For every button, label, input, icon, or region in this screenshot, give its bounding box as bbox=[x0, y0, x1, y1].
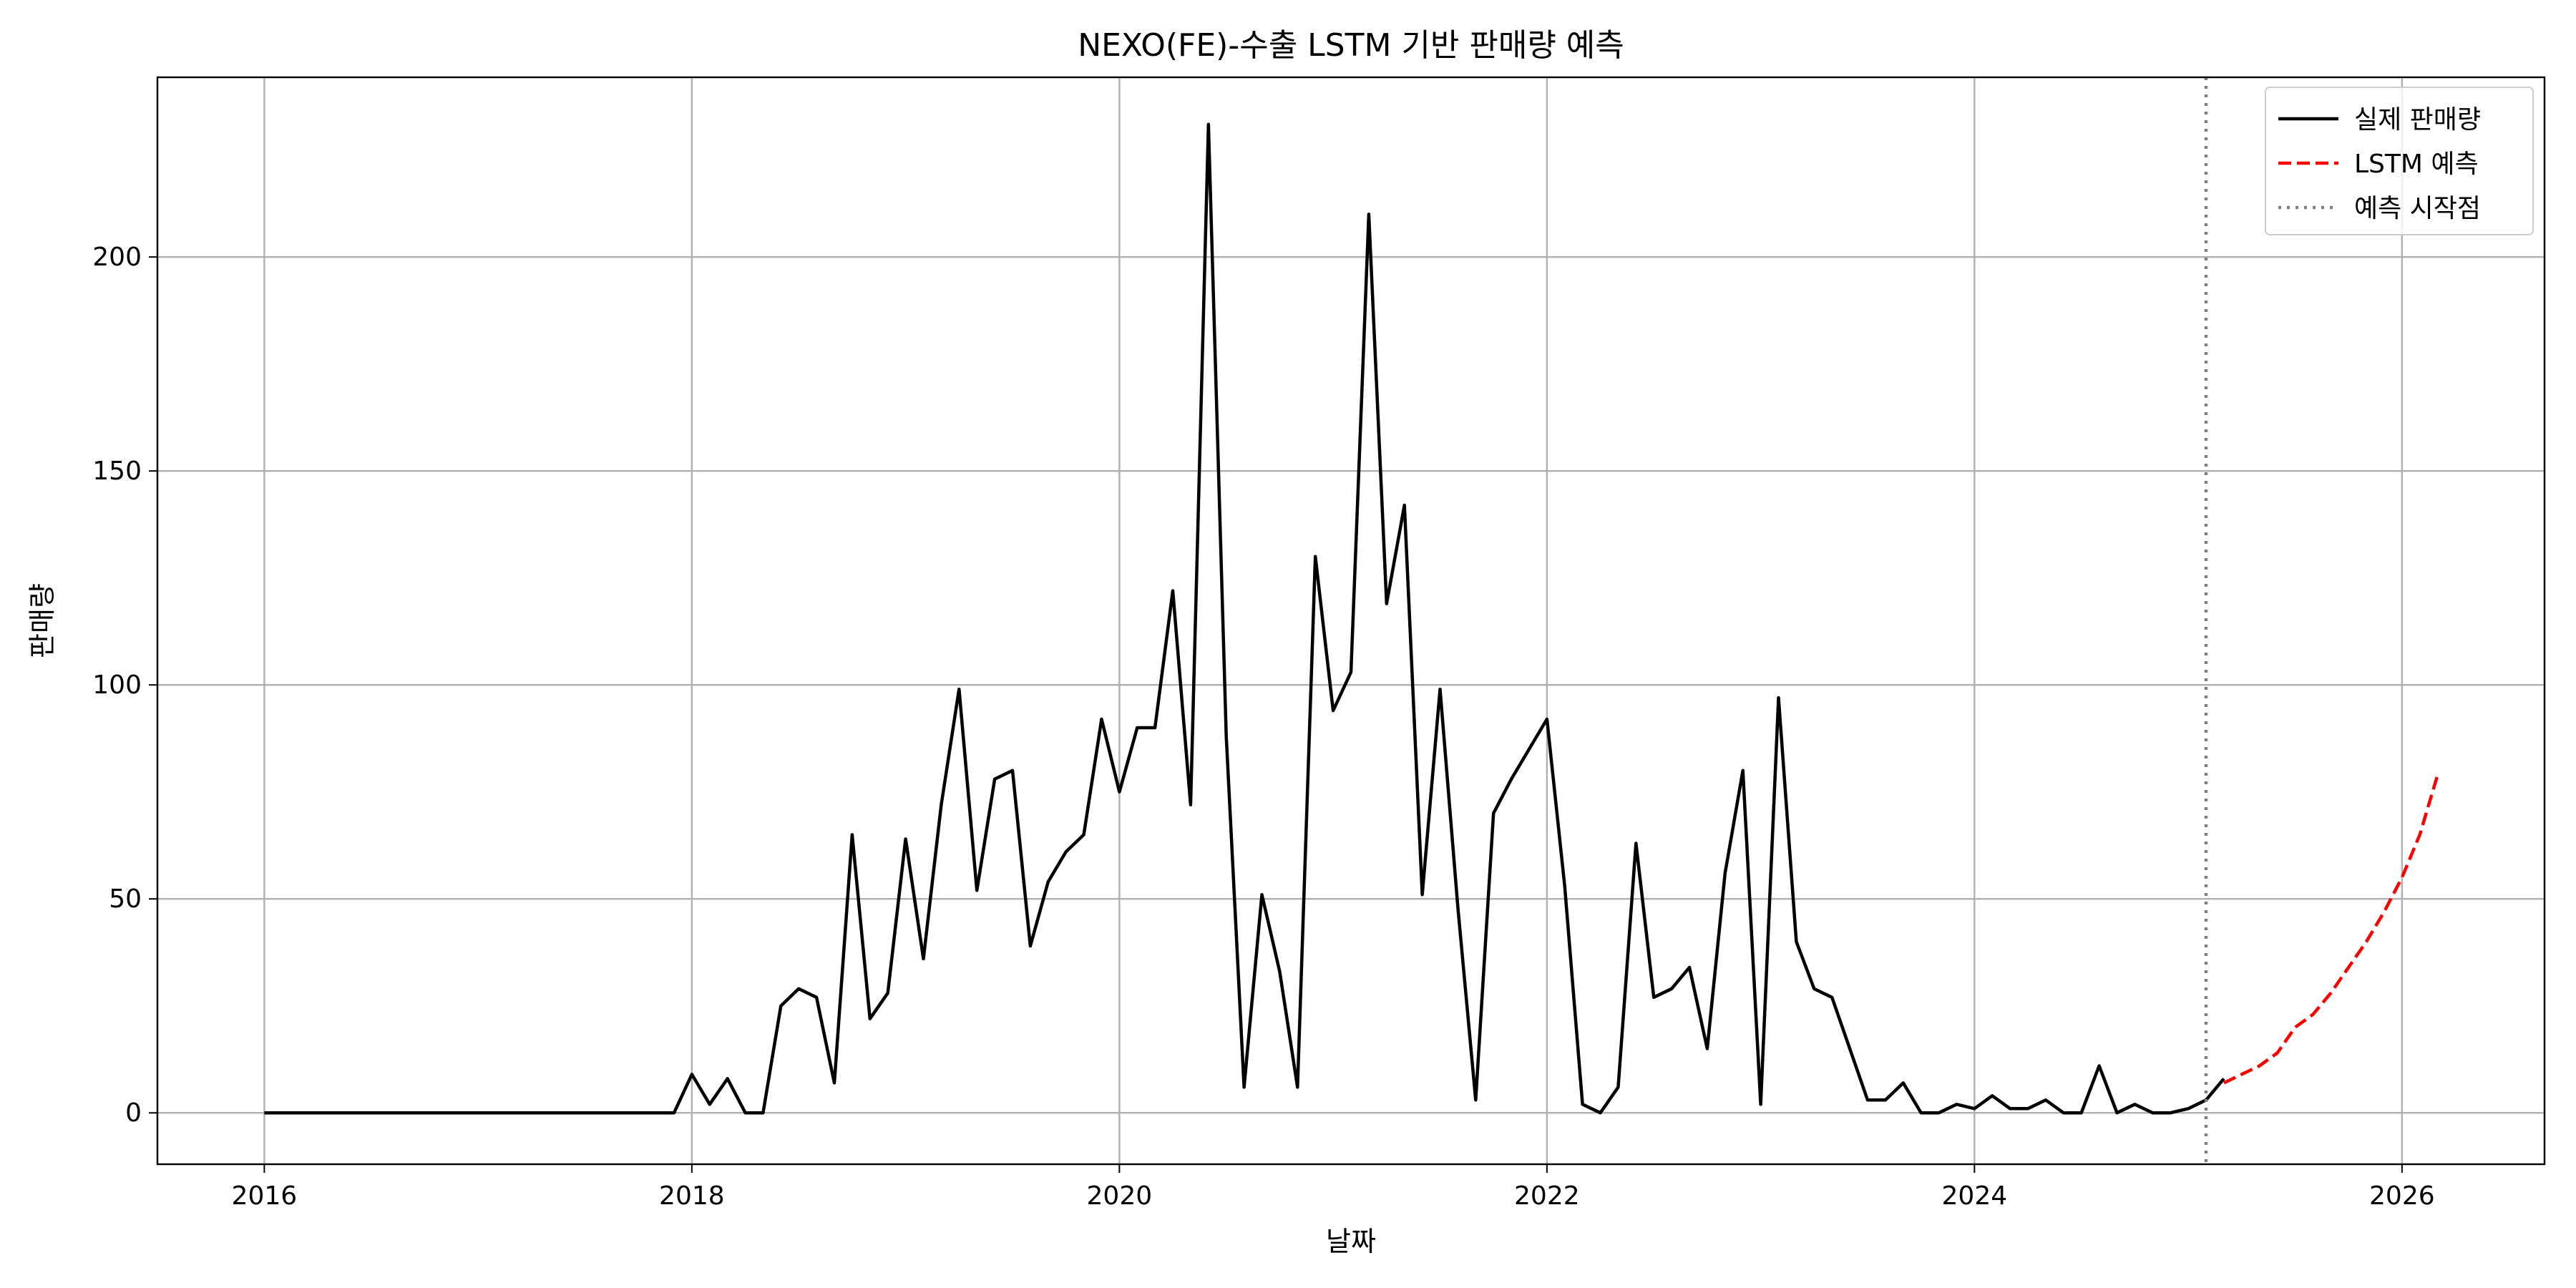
legend-box bbox=[2265, 87, 2534, 235]
y-tick-label-0: 0 bbox=[125, 1098, 142, 1128]
y-tick-label-200: 200 bbox=[92, 243, 142, 272]
legend-label-forecast-start: 예측 시작점 bbox=[2354, 194, 2481, 223]
x-tick-label-2022: 2022 bbox=[1514, 1181, 1580, 1211]
legend: 실제 판매량 LSTM 예측 예측 시작점 bbox=[2265, 87, 2534, 235]
y-tick-label-150: 150 bbox=[92, 457, 142, 486]
x-tick-label-2016: 2016 bbox=[232, 1181, 298, 1211]
series-layer bbox=[264, 77, 2439, 1164]
x-tick-label-2026: 2026 bbox=[2369, 1181, 2435, 1211]
plot-frame bbox=[156, 76, 2546, 1166]
y-tick-label-100: 100 bbox=[92, 670, 142, 700]
x-tick-label-2024: 2024 bbox=[1942, 1181, 2008, 1211]
ticks: 2016 2018 2020 2022 2024 2026 0 50 100 150 200 bbox=[92, 243, 2434, 1211]
x-axis-label: 날짜 bbox=[1326, 1226, 1376, 1257]
y-axis-label: 판매량 bbox=[26, 583, 58, 658]
chart-title: NEXO(FE)-수출 LSTM 기반 판매량 예측 bbox=[1078, 27, 1624, 64]
lstm-forecast-line bbox=[2223, 774, 2439, 1085]
x-tick-label-2020: 2020 bbox=[1087, 1181, 1153, 1211]
legend-label-actual: 실제 판매량 bbox=[2354, 105, 2481, 135]
y-tick-label-50: 50 bbox=[109, 884, 142, 914]
x-tick-label-2018: 2018 bbox=[659, 1181, 725, 1211]
legend-label-forecast: LSTM 예측 bbox=[2354, 150, 2479, 179]
actual-sales-line bbox=[264, 122, 2225, 1115]
